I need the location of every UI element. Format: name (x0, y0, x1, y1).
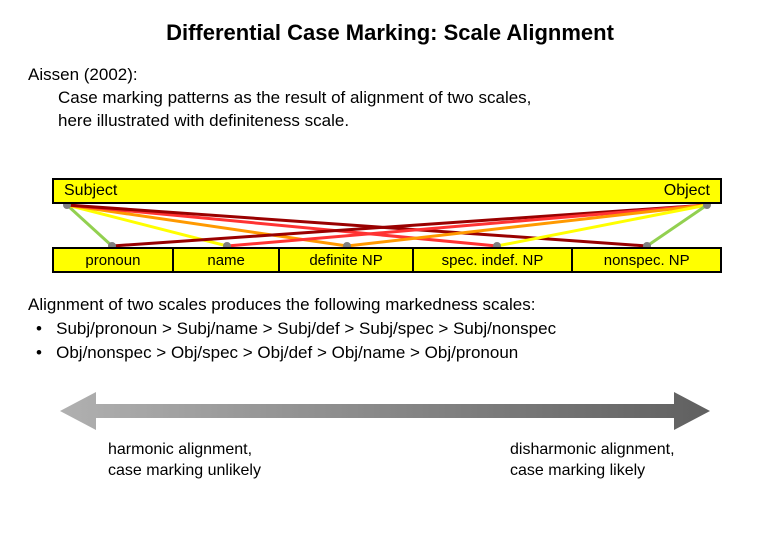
definiteness-cell-2: definite NP (280, 249, 413, 271)
definiteness-bar: pronounnamedefinite NPspec. indef. NPnon… (52, 247, 722, 273)
intro-block: Aissen (2002): Case marking patterns as … (0, 64, 780, 133)
disharmonic-l1: disharmonic alignment, (510, 440, 740, 461)
markedness-bullet-2: • Obj/nonspec > Obj/spec > Obj/def > Obj… (28, 341, 556, 365)
disharmonic-label: disharmonic alignment, case marking like… (510, 440, 740, 482)
harmonic-l2: case marking unlikely (108, 461, 328, 482)
definiteness-cell-4: nonspec. NP (573, 249, 720, 271)
markedness-bullet-1: • Subj/pronoun > Subj/name > Subj/def > … (28, 317, 556, 341)
definiteness-cell-3: spec. indef. NP (414, 249, 574, 271)
markedness-intro: Alignment of two scales produces the fol… (28, 293, 556, 317)
definiteness-cell-1: name (174, 249, 281, 271)
definiteness-cells: pronounnamedefinite NPspec. indef. NPnon… (54, 249, 720, 271)
object-label: Object (664, 182, 710, 200)
intro-line-3: here illustrated with definiteness scale… (28, 110, 752, 133)
subject-object-bar: Subject Object (52, 178, 722, 204)
subject-label: Subject (64, 182, 117, 200)
disharmonic-l2: case marking likely (510, 461, 740, 482)
harmonic-l1: harmonic alignment, (108, 440, 328, 461)
markedness-b1-text: Subj/pronoun > Subj/name > Subj/def > Su… (56, 319, 556, 338)
double-arrow-icon (60, 392, 710, 430)
markedness-block: Alignment of two scales produces the fol… (28, 293, 556, 364)
definiteness-cell-0: pronoun (54, 249, 174, 271)
markedness-b2-text: Obj/nonspec > Obj/spec > Obj/def > Obj/n… (56, 343, 518, 362)
slide: Differential Case Marking: Scale Alignme… (0, 0, 780, 540)
page-title: Differential Case Marking: Scale Alignme… (0, 0, 780, 64)
harmonic-label: harmonic alignment, case marking unlikel… (108, 440, 328, 482)
intro-line-1: Aissen (2002): (28, 64, 752, 87)
intro-line-2: Case marking patterns as the result of a… (28, 87, 752, 110)
alignment-lines-diagram (52, 204, 722, 247)
gradient-arrow (60, 392, 710, 430)
